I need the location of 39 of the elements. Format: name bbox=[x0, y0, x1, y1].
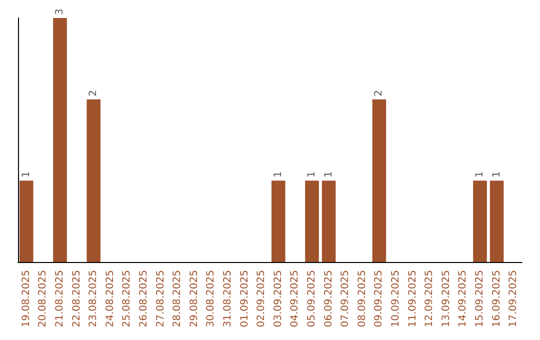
x-tick-label: 17.09.2025 bbox=[508, 270, 520, 328]
x-tick-label: 15.09.2025 bbox=[474, 270, 486, 328]
data-label: 2 bbox=[374, 90, 385, 96]
x-tick-label: 28.08.2025 bbox=[172, 270, 184, 328]
x-tick-label: 04.09.2025 bbox=[290, 270, 301, 328]
x-tick-label: 11.09.2025 bbox=[407, 270, 418, 328]
x-tick-label: 07.09.2025 bbox=[340, 270, 352, 328]
x-tick-label: 24.08.2025 bbox=[104, 270, 116, 328]
data-label: 1 bbox=[474, 171, 486, 178]
x-tick-label: 09.09.2025 bbox=[374, 270, 385, 328]
x-tick-label: 16.09.2025 bbox=[491, 270, 502, 328]
data-label: 3 bbox=[54, 8, 66, 15]
x-tick-label: 19.08.2025 bbox=[20, 270, 32, 328]
x-tick-label: 14.09.2025 bbox=[458, 270, 469, 328]
x-tick-label: 26.08.2025 bbox=[138, 270, 150, 328]
data-label: 1 bbox=[20, 171, 32, 178]
data-label: 1 bbox=[306, 171, 318, 178]
x-tick-label: 08.09.2025 bbox=[356, 270, 368, 328]
data-label: 1 bbox=[272, 171, 284, 178]
x-tick-label: 22.08.2025 bbox=[71, 270, 82, 328]
x-tick-label: 25.08.2025 bbox=[122, 270, 133, 328]
x-tick-label: 02.09.2025 bbox=[256, 270, 268, 328]
x-tick-label: 06.09.2025 bbox=[323, 270, 334, 328]
x-tick-label: 13.09.2025 bbox=[440, 270, 452, 328]
x-tick-label: 29.08.2025 bbox=[188, 270, 200, 328]
x-tick-label: 31.08.2025 bbox=[222, 270, 234, 328]
x-tick-label: 23.08.2025 bbox=[88, 270, 100, 328]
data-label: 1 bbox=[323, 171, 334, 178]
x-tick-label: 05.09.2025 bbox=[306, 270, 318, 328]
x-tick-label: 21.08.2025 bbox=[54, 270, 66, 328]
x-tick-label: 27.08.2025 bbox=[155, 270, 166, 328]
x-tick-label: 20.08.2025 bbox=[38, 270, 49, 328]
data-label: 1 bbox=[491, 171, 502, 178]
x-tick-label: 03.09.2025 bbox=[272, 270, 284, 328]
x-tick-label: 01.09.2025 bbox=[239, 270, 250, 328]
data-label: 2 bbox=[88, 90, 100, 96]
x-tick-label: 30.08.2025 bbox=[206, 270, 217, 328]
x-tick-label: 10.09.2025 bbox=[390, 270, 402, 328]
x-tick-label: 12.09.2025 bbox=[424, 270, 436, 328]
